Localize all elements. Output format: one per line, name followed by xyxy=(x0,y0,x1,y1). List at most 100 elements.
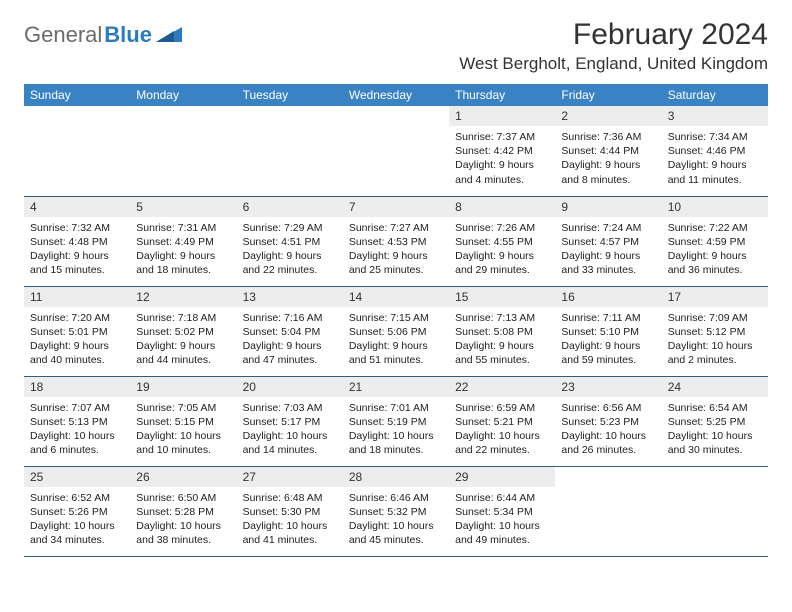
calendar-cell-empty: . xyxy=(130,106,236,196)
day-details: Sunrise: 7:01 AMSunset: 5:19 PMDaylight:… xyxy=(343,397,449,464)
day-number: 15 xyxy=(449,287,555,307)
day-details: Sunrise: 7:09 AMSunset: 5:12 PMDaylight:… xyxy=(662,307,768,374)
day-number: 4 xyxy=(24,197,130,217)
day-details: Sunrise: 6:59 AMSunset: 5:21 PMDaylight:… xyxy=(449,397,555,464)
header-row: GeneralBlue February 2024 West Bergholt,… xyxy=(24,18,768,74)
day-number: 25 xyxy=(24,467,130,487)
day-details: Sunrise: 7:18 AMSunset: 5:02 PMDaylight:… xyxy=(130,307,236,374)
day-number: 12 xyxy=(130,287,236,307)
calendar-cell: 19Sunrise: 7:05 AMSunset: 5:15 PMDayligh… xyxy=(130,376,236,466)
day-details: Sunrise: 7:16 AMSunset: 5:04 PMDaylight:… xyxy=(237,307,343,374)
day-number: 2 xyxy=(555,106,661,126)
calendar-cell-empty: . xyxy=(24,106,130,196)
calendar-cell: 14Sunrise: 7:15 AMSunset: 5:06 PMDayligh… xyxy=(343,286,449,376)
day-details: Sunrise: 7:05 AMSunset: 5:15 PMDaylight:… xyxy=(130,397,236,464)
day-number: 27 xyxy=(237,467,343,487)
calendar-cell: 21Sunrise: 7:01 AMSunset: 5:19 PMDayligh… xyxy=(343,376,449,466)
day-details: Sunrise: 7:20 AMSunset: 5:01 PMDaylight:… xyxy=(24,307,130,374)
day-number: 23 xyxy=(555,377,661,397)
day-number: 11 xyxy=(24,287,130,307)
weekday-header: Saturday xyxy=(662,84,768,106)
calendar-cell: 10Sunrise: 7:22 AMSunset: 4:59 PMDayligh… xyxy=(662,196,768,286)
day-number: 18 xyxy=(24,377,130,397)
calendar-cell: 8Sunrise: 7:26 AMSunset: 4:55 PMDaylight… xyxy=(449,196,555,286)
weekday-header: Friday xyxy=(555,84,661,106)
calendar-cell: 3Sunrise: 7:34 AMSunset: 4:46 PMDaylight… xyxy=(662,106,768,196)
day-details: Sunrise: 7:37 AMSunset: 4:42 PMDaylight:… xyxy=(449,126,555,193)
day-number: 8 xyxy=(449,197,555,217)
calendar-row: 4Sunrise: 7:32 AMSunset: 4:48 PMDaylight… xyxy=(24,196,768,286)
day-details: Sunrise: 6:44 AMSunset: 5:34 PMDaylight:… xyxy=(449,487,555,554)
calendar-cell: 5Sunrise: 7:31 AMSunset: 4:49 PMDaylight… xyxy=(130,196,236,286)
day-details: Sunrise: 7:27 AMSunset: 4:53 PMDaylight:… xyxy=(343,217,449,284)
day-details: Sunrise: 7:36 AMSunset: 4:44 PMDaylight:… xyxy=(555,126,661,193)
day-details: Sunrise: 6:56 AMSunset: 5:23 PMDaylight:… xyxy=(555,397,661,464)
day-details: Sunrise: 6:48 AMSunset: 5:30 PMDaylight:… xyxy=(237,487,343,554)
day-number: 24 xyxy=(662,377,768,397)
calendar-cell: 23Sunrise: 6:56 AMSunset: 5:23 PMDayligh… xyxy=(555,376,661,466)
day-details: Sunrise: 7:31 AMSunset: 4:49 PMDaylight:… xyxy=(130,217,236,284)
calendar-cell: 15Sunrise: 7:13 AMSunset: 5:08 PMDayligh… xyxy=(449,286,555,376)
calendar-cell: 1Sunrise: 7:37 AMSunset: 4:42 PMDaylight… xyxy=(449,106,555,196)
calendar-cell: 2Sunrise: 7:36 AMSunset: 4:44 PMDaylight… xyxy=(555,106,661,196)
calendar-cell-empty: . xyxy=(237,106,343,196)
month-title: February 2024 xyxy=(459,18,768,52)
day-number: 13 xyxy=(237,287,343,307)
day-details: Sunrise: 7:11 AMSunset: 5:10 PMDaylight:… xyxy=(555,307,661,374)
calendar-cell: 7Sunrise: 7:27 AMSunset: 4:53 PMDaylight… xyxy=(343,196,449,286)
day-number: 28 xyxy=(343,467,449,487)
day-details: Sunrise: 7:15 AMSunset: 5:06 PMDaylight:… xyxy=(343,307,449,374)
day-number: 6 xyxy=(237,197,343,217)
day-details: Sunrise: 7:13 AMSunset: 5:08 PMDaylight:… xyxy=(449,307,555,374)
day-details: Sunrise: 7:29 AMSunset: 4:51 PMDaylight:… xyxy=(237,217,343,284)
title-block: February 2024 West Bergholt, England, Un… xyxy=(459,18,768,74)
day-details: Sunrise: 7:22 AMSunset: 4:59 PMDaylight:… xyxy=(662,217,768,284)
calendar-cell: 25Sunrise: 6:52 AMSunset: 5:26 PMDayligh… xyxy=(24,466,130,556)
day-details: Sunrise: 6:52 AMSunset: 5:26 PMDaylight:… xyxy=(24,487,130,554)
day-details: Sunrise: 6:54 AMSunset: 5:25 PMDaylight:… xyxy=(662,397,768,464)
calendar-cell-empty: . xyxy=(555,466,661,556)
day-number: 9 xyxy=(555,197,661,217)
day-number: 3 xyxy=(662,106,768,126)
calendar-cell: 11Sunrise: 7:20 AMSunset: 5:01 PMDayligh… xyxy=(24,286,130,376)
calendar-table: SundayMondayTuesdayWednesdayThursdayFrid… xyxy=(24,84,768,557)
weekday-header: Thursday xyxy=(449,84,555,106)
weekday-header: Sunday xyxy=(24,84,130,106)
calendar-cell: 27Sunrise: 6:48 AMSunset: 5:30 PMDayligh… xyxy=(237,466,343,556)
logo-text-blue: Blue xyxy=(104,22,152,48)
calendar-cell: 17Sunrise: 7:09 AMSunset: 5:12 PMDayligh… xyxy=(662,286,768,376)
day-details: Sunrise: 7:26 AMSunset: 4:55 PMDaylight:… xyxy=(449,217,555,284)
day-number: 16 xyxy=(555,287,661,307)
calendar-cell-empty: . xyxy=(662,466,768,556)
calendar-cell: 24Sunrise: 6:54 AMSunset: 5:25 PMDayligh… xyxy=(662,376,768,466)
day-number: 10 xyxy=(662,197,768,217)
day-number: 20 xyxy=(237,377,343,397)
calendar-cell: 6Sunrise: 7:29 AMSunset: 4:51 PMDaylight… xyxy=(237,196,343,286)
day-details: Sunrise: 7:07 AMSunset: 5:13 PMDaylight:… xyxy=(24,397,130,464)
calendar-cell: 20Sunrise: 7:03 AMSunset: 5:17 PMDayligh… xyxy=(237,376,343,466)
day-number: 17 xyxy=(662,287,768,307)
calendar-row: 25Sunrise: 6:52 AMSunset: 5:26 PMDayligh… xyxy=(24,466,768,556)
calendar-cell: 29Sunrise: 6:44 AMSunset: 5:34 PMDayligh… xyxy=(449,466,555,556)
day-number: 19 xyxy=(130,377,236,397)
location: West Bergholt, England, United Kingdom xyxy=(459,54,768,74)
calendar-body: .... 1Sunrise: 7:37 AMSunset: 4:42 PMDayl… xyxy=(24,106,768,556)
calendar-page: GeneralBlue February 2024 West Bergholt,… xyxy=(0,0,792,575)
calendar-cell: 9Sunrise: 7:24 AMSunset: 4:57 PMDaylight… xyxy=(555,196,661,286)
calendar-cell: 16Sunrise: 7:11 AMSunset: 5:10 PMDayligh… xyxy=(555,286,661,376)
day-details: Sunrise: 6:46 AMSunset: 5:32 PMDaylight:… xyxy=(343,487,449,554)
weekday-header: Tuesday xyxy=(237,84,343,106)
day-number: 26 xyxy=(130,467,236,487)
day-details: Sunrise: 7:34 AMSunset: 4:46 PMDaylight:… xyxy=(662,126,768,193)
day-number: 21 xyxy=(343,377,449,397)
logo-triangle-icon xyxy=(156,24,182,47)
calendar-header: SundayMondayTuesdayWednesdayThursdayFrid… xyxy=(24,84,768,106)
calendar-cell: 12Sunrise: 7:18 AMSunset: 5:02 PMDayligh… xyxy=(130,286,236,376)
logo: GeneralBlue xyxy=(24,22,182,48)
logo-text-general: General xyxy=(24,22,102,48)
calendar-cell: 18Sunrise: 7:07 AMSunset: 5:13 PMDayligh… xyxy=(24,376,130,466)
calendar-cell: 4Sunrise: 7:32 AMSunset: 4:48 PMDaylight… xyxy=(24,196,130,286)
calendar-cell: 28Sunrise: 6:46 AMSunset: 5:32 PMDayligh… xyxy=(343,466,449,556)
weekday-header: Wednesday xyxy=(343,84,449,106)
day-number: 5 xyxy=(130,197,236,217)
